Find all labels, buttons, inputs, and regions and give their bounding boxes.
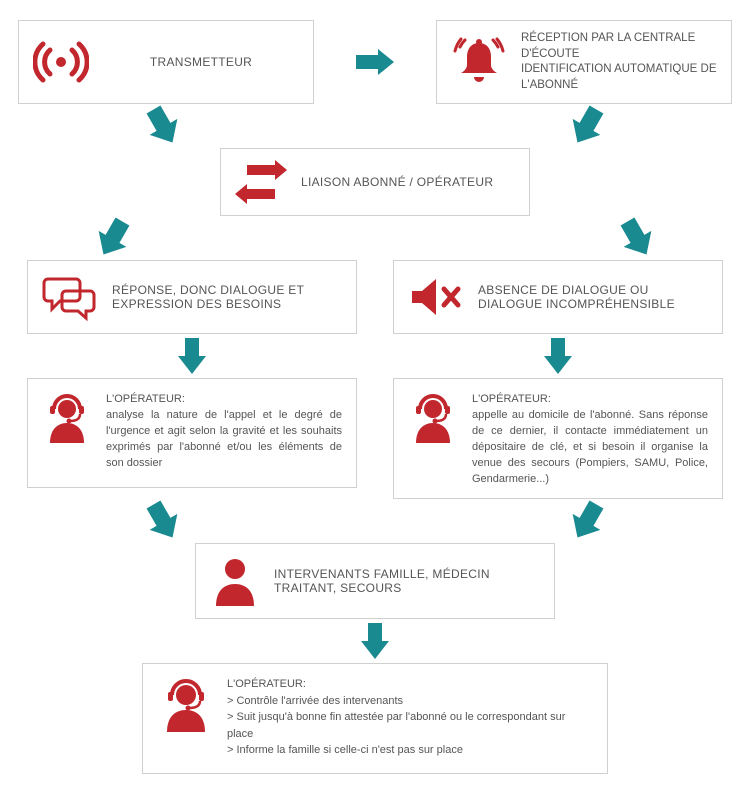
final-l2: > Suit jusqu'à bonne fin attestée par l'… xyxy=(227,709,591,742)
box-transmitter: TRANSMETTEUR xyxy=(18,20,314,104)
operator-icon xyxy=(159,678,213,734)
row-1: TRANSMETTEUR RÉCEPTION PAR LA CENTRALE D… xyxy=(18,20,732,104)
row-final: L'OPÉRATEUR: > Contrôle l'arrivée des in… xyxy=(18,663,732,774)
arrow-right-down xyxy=(542,334,574,378)
right-op-body: appelle au domicile de l'abonné. Sans ré… xyxy=(472,408,708,488)
person-icon xyxy=(210,554,260,608)
row-2: LIAISON ABONNÉ / OPÉRATEUR xyxy=(18,148,732,216)
response-header: RÉPONSE, DONC DIALOGUE ET EXPRESSION DES… xyxy=(112,283,342,311)
box-right-operator: L'OPÉRATEUR: appelle au domicile de l'ab… xyxy=(393,378,723,499)
signal-icon xyxy=(33,38,89,86)
final-l3: > Informe la famille si celle-ci n'est p… xyxy=(227,742,591,759)
transmitter-label: TRANSMETTEUR xyxy=(103,55,299,69)
left-op-body: analyse la nature de l'appel et le degré… xyxy=(106,408,342,472)
final-op-title: L'OPÉRATEUR: xyxy=(227,678,591,690)
exchange-arrows-icon xyxy=(235,159,287,205)
arrows-diverge xyxy=(95,216,655,260)
operator-icon xyxy=(42,393,92,445)
box-reception: RÉCEPTION PAR LA CENTRALE D'ÉCOUTE IDENT… xyxy=(436,20,732,104)
arrow-right-1 xyxy=(354,20,396,104)
speech-bubbles-icon xyxy=(42,273,98,321)
box-final: L'OPÉRATEUR: > Contrôle l'arrivée des in… xyxy=(142,663,608,774)
box-liaison: LIAISON ABONNÉ / OPÉRATEUR xyxy=(220,148,530,216)
box-left-operator: L'OPÉRATEUR: analyse la nature de l'appe… xyxy=(27,378,357,488)
box-response: RÉPONSE, DONC DIALOGUE ET EXPRESSION DES… xyxy=(27,260,357,334)
absence-header: ABSENCE DE DIALOGUE OU DIALOGUE INCOMPRÉ… xyxy=(478,283,708,311)
bell-icon xyxy=(451,37,507,87)
right-op-title: L'OPÉRATEUR: xyxy=(472,393,708,405)
arrows-converge-2 xyxy=(145,499,605,543)
arrows-converge-1 xyxy=(145,104,605,148)
arrow-left-down xyxy=(176,334,208,378)
arrow-final xyxy=(18,619,732,663)
left-op-title: L'OPÉRATEUR: xyxy=(106,393,342,405)
intervenants-label: INTERVENANTS FAMILLE, MÉDECIN TRAITANT, … xyxy=(274,567,540,595)
mute-icon xyxy=(408,273,464,321)
reception-line1: RÉCEPTION PAR LA CENTRALE D'ÉCOUTE xyxy=(521,31,717,62)
branches: RÉPONSE, DONC DIALOGUE ET EXPRESSION DES… xyxy=(18,260,732,499)
final-l1: > Contrôle l'arrivée des intervenants xyxy=(227,693,591,710)
box-intervenants: INTERVENANTS FAMILLE, MÉDECIN TRAITANT, … xyxy=(195,543,555,619)
row-intervenants: INTERVENANTS FAMILLE, MÉDECIN TRAITANT, … xyxy=(18,543,732,619)
box-absence: ABSENCE DE DIALOGUE OU DIALOGUE INCOMPRÉ… xyxy=(393,260,723,334)
liaison-label: LIAISON ABONNÉ / OPÉRATEUR xyxy=(301,175,493,189)
reception-line2: IDENTIFICATION AUTOMATIQUE DE L'ABONNÉ xyxy=(521,62,717,93)
right-branch: ABSENCE DE DIALOGUE OU DIALOGUE INCOMPRÉ… xyxy=(393,260,723,499)
operator-icon xyxy=(408,393,458,445)
left-branch: RÉPONSE, DONC DIALOGUE ET EXPRESSION DES… xyxy=(27,260,357,499)
